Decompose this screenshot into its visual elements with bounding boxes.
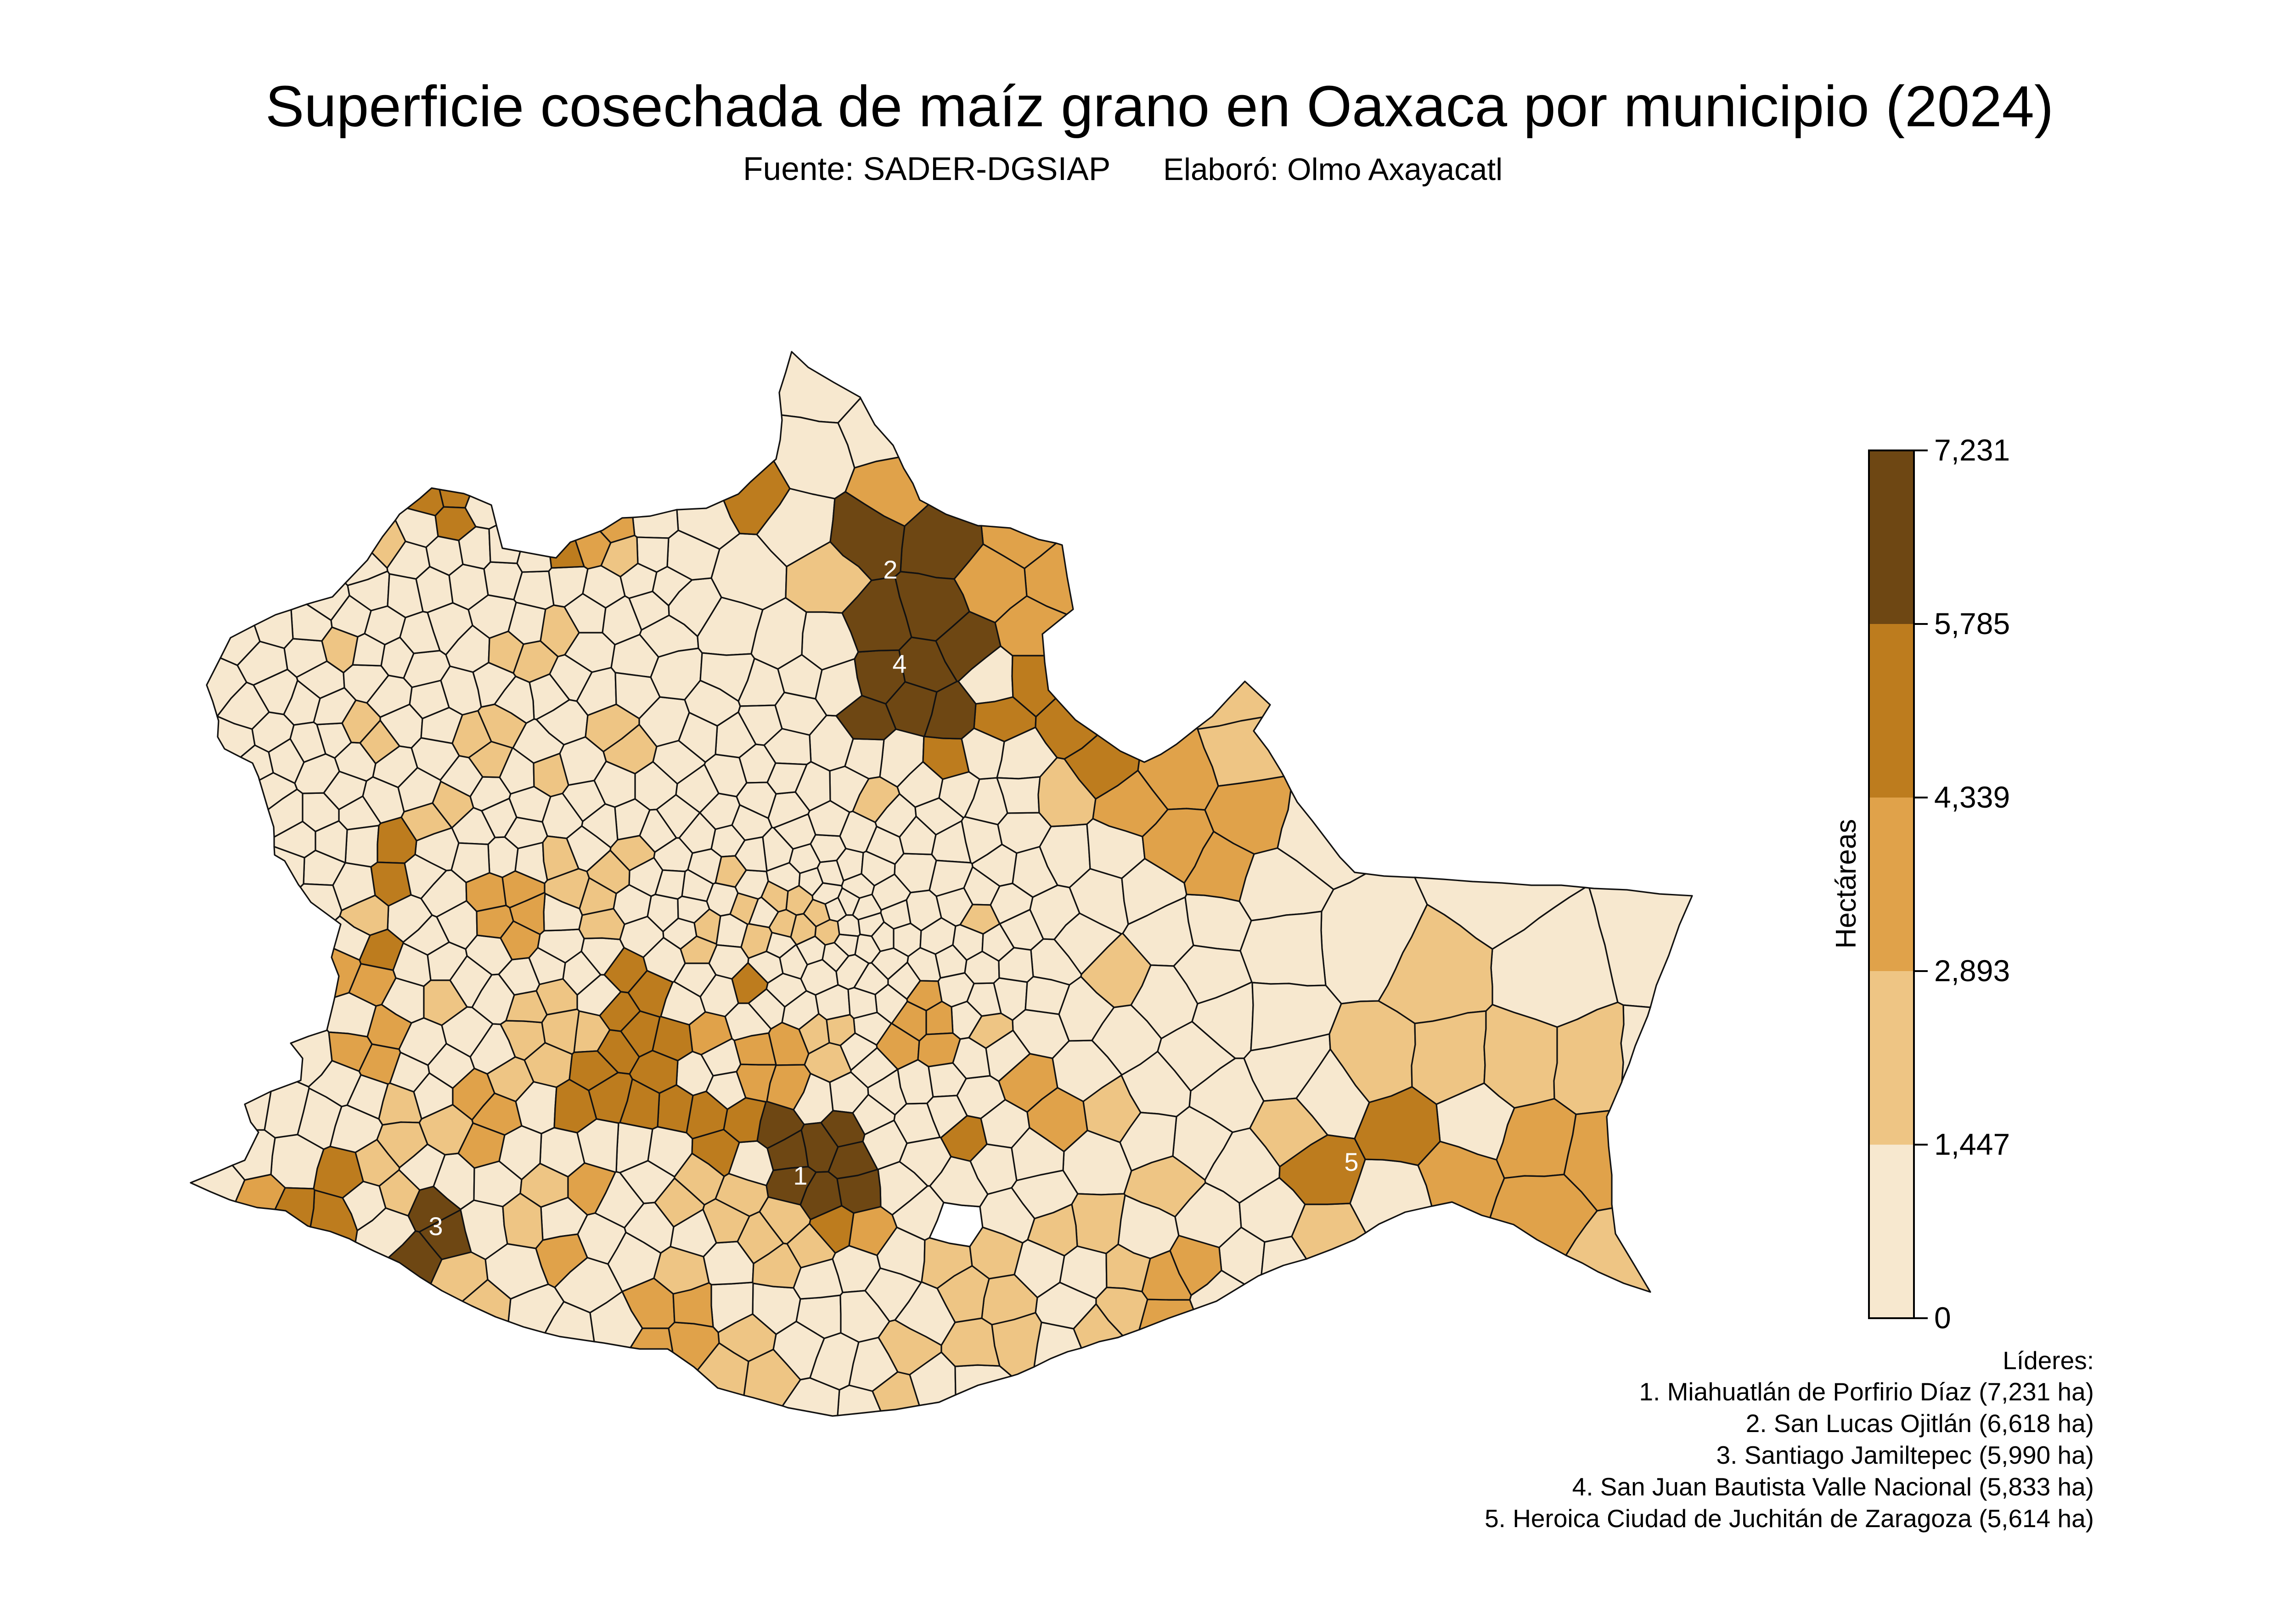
svg-text:4: 4 [892,649,906,678]
svg-text:5: 5 [1344,1147,1358,1176]
svg-text:2. San Lucas Ojitlán (6,618 ha: 2. San Lucas Ojitlán (6,618 ha) [1746,1409,2094,1438]
svg-text:3. Santiago Jamiltepec (5,990: 3. Santiago Jamiltepec (5,990 ha) [1716,1441,2094,1469]
svg-text:2: 2 [883,555,897,584]
svg-text:2,893: 2,893 [1934,954,2010,988]
svg-text:Superficie cosechada de maíz g: Superficie cosechada de maíz grano en Oa… [265,73,2054,139]
svg-text:1: 1 [793,1161,807,1190]
svg-text:1,447: 1,447 [1934,1127,2010,1161]
svg-text:5. Heroica Ciudad de Juchitán: 5. Heroica Ciudad de Juchitán de Zaragoz… [1485,1504,2094,1533]
svg-text:0: 0 [1934,1301,1951,1335]
svg-text:3: 3 [428,1212,443,1241]
svg-text:Hectáreas: Hectáreas [1830,819,1862,949]
svg-text:Elaboró: Olmo Axayacatl: Elaboró: Olmo Axayacatl [1163,152,1503,187]
svg-text:1. Miahuatlán de Porfirio Díaz: 1. Miahuatlán de Porfirio Díaz (7,231 ha… [1639,1377,2094,1406]
svg-text:Líderes:: Líderes: [2003,1346,2094,1375]
svg-text:5,785: 5,785 [1934,607,2010,641]
svg-text:4. San Juan Bautista Valle Nac: 4. San Juan Bautista Valle Nacional (5,8… [1572,1472,2094,1501]
svg-text:Fuente: SADER-DGSIAP: Fuente: SADER-DGSIAP [743,151,1110,187]
svg-text:7,231: 7,231 [1934,433,2010,467]
svg-text:4,339: 4,339 [1934,780,2010,814]
